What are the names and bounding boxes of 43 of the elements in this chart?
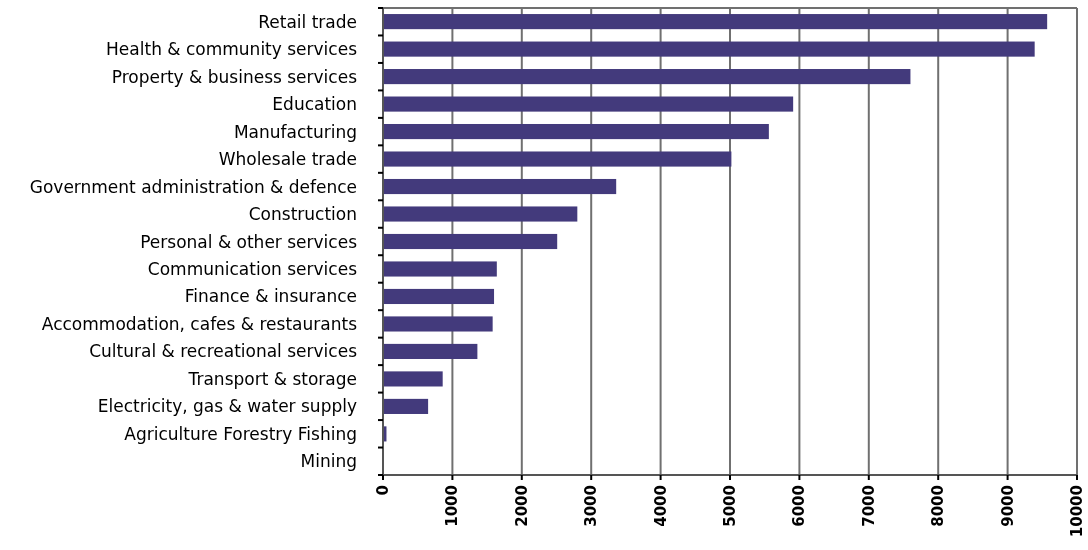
bar [383,343,478,360]
y-tick-label: Transport & storage [187,368,357,389]
y-tick-label: Finance & insurance [184,286,357,307]
y-tick-label: Construction [248,204,357,225]
y-tick-label: Property & business services [111,66,358,87]
bar [383,261,497,277]
y-tick-label: Accommodation, cafes & restaurants [41,313,358,334]
y-tick-label: Education [272,94,357,115]
x-tick-label: 5000 [721,485,739,527]
bar [383,316,493,332]
x-tick-label: 8000 [929,485,948,527]
bar [383,398,429,414]
x-tick-label: 10000 [1068,485,1086,538]
y-tick-label: Agriculture Forestry Fishing [124,423,357,444]
bar [383,151,732,167]
bar [383,41,1035,57]
y-tick-label: Health & community services [106,39,358,60]
bar [383,206,578,222]
bar [383,178,617,195]
y-tick-label: Government administration & defence [29,176,357,197]
bar [383,371,443,387]
bar [383,69,911,85]
y-tick-label: Mining [300,451,357,472]
y-tick-label: Wholesale trade [218,149,357,170]
x-tick-label: 2000 [512,485,531,527]
x-tick-label: 4000 [651,485,670,527]
y-tick-label: Electricity, gas & water supply [97,396,357,417]
y-tick-label: Manufacturing [233,121,357,142]
x-tick-label: 3000 [582,485,601,527]
x-tick-label: 6000 [790,485,809,527]
x-tick-label: 1000 [443,485,462,527]
x-tick-label: 0 [374,485,392,496]
x-tick-label: 7000 [859,485,878,527]
bar [383,14,1048,30]
y-tick-label: Retail trade [258,11,357,32]
bar [383,288,495,305]
y-tick-label: Personal & other services [140,231,358,252]
x-tick-label: 9000 [998,485,1017,527]
bar [383,96,794,112]
bar [383,233,558,250]
y-tick-label: Communication services [147,258,358,279]
y-tick-label: Cultural & recreational services [89,341,358,362]
bar [383,123,769,140]
